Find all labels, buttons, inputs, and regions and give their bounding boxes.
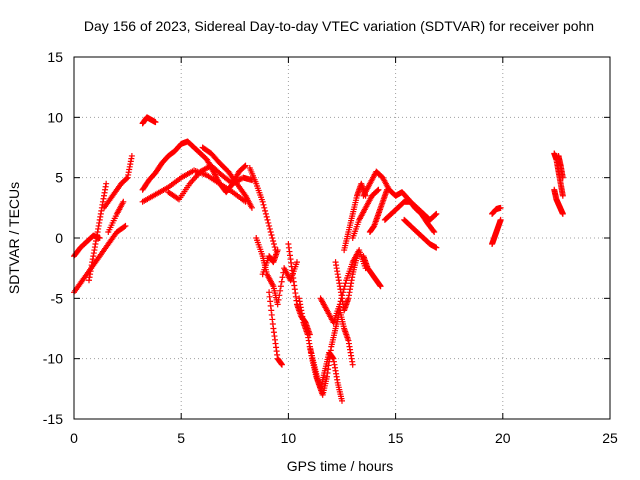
data-point: [268, 231, 275, 238]
y-tick-label: 15: [47, 49, 63, 65]
x-tick-label: 0: [70, 430, 78, 446]
data-point: [120, 198, 127, 205]
data-point: [277, 283, 284, 290]
data-point: [266, 222, 273, 229]
x-axis-ticks: 0 5 10 15 20 25: [70, 57, 618, 446]
data-point: [248, 204, 255, 211]
y-tick-label: 5: [55, 170, 63, 186]
data-point: [269, 235, 276, 241]
data-point: [430, 227, 437, 234]
x-tick-label: 5: [177, 430, 185, 446]
data-point: [349, 361, 356, 368]
data-point: [497, 204, 504, 211]
data-point: [278, 361, 285, 368]
data-point: [497, 216, 504, 223]
data-point: [152, 119, 159, 126]
data-point: [377, 283, 384, 290]
data-point: [121, 223, 128, 230]
data-point: [559, 210, 566, 217]
data-point: [277, 287, 284, 294]
data-point: [103, 180, 110, 187]
y-axis-title: SDTVAR / TECUs: [6, 182, 22, 294]
data-marks: [71, 114, 566, 404]
x-tick-label: 25: [602, 430, 618, 446]
grid-lines: [74, 57, 610, 419]
data-point: [264, 216, 271, 223]
data-point: [274, 247, 281, 254]
data-point: [559, 174, 566, 181]
data-point: [278, 278, 285, 285]
data-point: [260, 201, 267, 208]
data-point: [275, 296, 282, 303]
x-tick-label: 15: [388, 430, 404, 446]
plot-frame: [73, 56, 611, 420]
data-point: [262, 210, 269, 217]
data-point: [259, 198, 266, 205]
y-tick-label: -5: [51, 290, 64, 306]
data-point: [262, 207, 269, 214]
data-point: [265, 219, 272, 226]
data-point: [293, 259, 300, 266]
data-point: [270, 238, 277, 245]
data-point: [271, 244, 278, 251]
data-point: [432, 211, 439, 218]
data-point: [374, 187, 381, 194]
x-tick-label: 10: [281, 430, 297, 446]
data-point: [266, 225, 273, 232]
data-point: [339, 397, 345, 404]
chart-title: Day 156 of 2023, Sidereal Day-to-day VTE…: [84, 18, 594, 34]
data-point: [431, 228, 438, 235]
y-tick-label: -10: [43, 351, 63, 367]
data-point: [122, 222, 129, 229]
data-point: [375, 186, 382, 193]
x-tick-label: 20: [495, 430, 511, 446]
data-point: [279, 274, 286, 281]
data-point: [128, 152, 135, 159]
data-point: [267, 228, 274, 235]
data-point: [276, 292, 283, 299]
data-point: [261, 204, 268, 211]
y-tick-label: -15: [43, 411, 63, 427]
x-axis-title: GPS time / hours: [287, 458, 394, 474]
data-point: [274, 301, 281, 308]
y-tick-label: 10: [47, 109, 63, 125]
data-point: [123, 175, 130, 182]
data-point: [174, 195, 181, 202]
data-point: [270, 241, 277, 248]
data-point: [342, 280, 349, 287]
data-point: [263, 213, 270, 220]
data-point: [433, 244, 440, 251]
data-point: [242, 162, 249, 169]
data-point: [354, 253, 361, 260]
y-axis-ticks: 15 10 5 0 -5 -10 -15: [43, 49, 610, 427]
y-tick-label: 0: [55, 230, 63, 246]
data-point: [433, 210, 440, 217]
data-point: [241, 163, 248, 170]
data-point: [559, 192, 566, 199]
